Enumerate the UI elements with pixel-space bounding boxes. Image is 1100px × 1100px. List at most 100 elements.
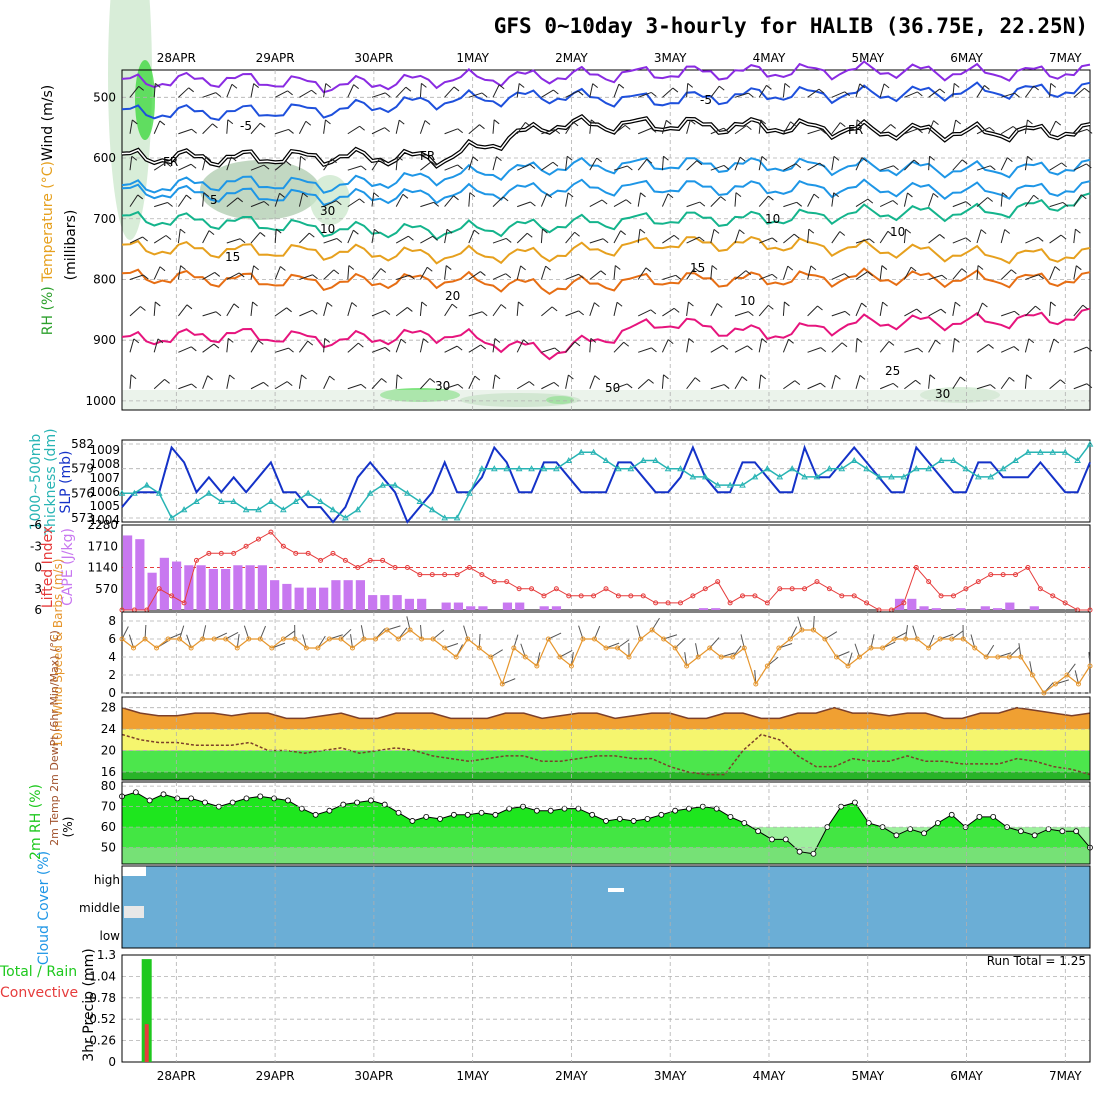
wind-barb-flag	[977, 265, 984, 270]
wind-barb-flag	[722, 344, 729, 350]
wind-barb-flag	[312, 274, 318, 280]
cape-bar	[478, 606, 488, 610]
wind-barb	[1073, 194, 1082, 207]
wind-barb	[855, 238, 870, 244]
wind-barb	[637, 229, 641, 244]
cape-bar	[502, 602, 513, 610]
wind-barb	[855, 375, 861, 389]
thickness-marker	[478, 465, 486, 472]
bottom-x-tick: 29APR	[256, 1069, 295, 1083]
wind-barb	[420, 161, 432, 171]
wind-barb-flag	[308, 232, 315, 238]
bottom-x-tick: 6MAY	[950, 1069, 983, 1083]
wind-barb-flag	[768, 195, 774, 201]
wind-barb	[226, 238, 241, 244]
wind-barb	[298, 156, 302, 171]
wind-barb-flag	[639, 228, 646, 234]
slp-line	[121, 444, 1091, 524]
wind-barb-flag	[253, 265, 259, 271]
wind-barb	[952, 268, 963, 280]
wind-barb-flag	[325, 83, 332, 88]
thickness-line	[122, 443, 1091, 519]
wind-barb-flag	[883, 83, 890, 89]
wind-barb-flag	[1014, 92, 1020, 98]
rh-marker	[755, 828, 762, 835]
wind-barb-flag	[813, 193, 820, 199]
wind-speed-marker	[764, 663, 770, 669]
wind-barb	[299, 274, 313, 280]
wind-barb-flag	[311, 89, 317, 95]
thickness-marker	[205, 489, 213, 496]
wind-barb	[589, 119, 592, 134]
wind-barb-flag	[819, 162, 825, 168]
wind-barb	[855, 338, 858, 353]
wind-barb	[928, 120, 934, 134]
wind-barb	[1024, 374, 1028, 389]
wind-barb	[710, 164, 725, 171]
wind-barb	[613, 302, 618, 317]
wind-barb-flag	[711, 265, 718, 270]
wind-barb-flag	[505, 273, 512, 279]
thickness-marker	[937, 456, 945, 463]
rh-marker	[727, 813, 734, 820]
rh-shading	[135, 60, 155, 140]
temp-band-yellow	[122, 729, 1090, 751]
cape-bar	[441, 602, 451, 610]
wind-barb	[153, 378, 165, 390]
thickness-marker	[217, 497, 225, 504]
slp-tick: 1005	[89, 499, 120, 513]
thickness-marker	[267, 497, 275, 504]
wind-barb-flag	[421, 82, 427, 88]
wind-barb	[734, 311, 749, 317]
wind-barb-flag	[275, 228, 282, 234]
wind-barb-flag	[1086, 346, 1093, 352]
wind-barb	[976, 85, 985, 98]
wind-barb-flag	[493, 119, 500, 125]
li-marker	[802, 586, 808, 592]
wind-barb	[638, 127, 652, 135]
wind-barb	[444, 229, 448, 244]
wind-barb	[1000, 126, 1014, 135]
li-marker	[566, 593, 572, 599]
thickness-marker	[528, 465, 535, 472]
wind-barb	[613, 341, 625, 353]
wind-barb	[1049, 162, 1062, 171]
wind-barb-flag	[456, 345, 463, 351]
wind-barb	[492, 374, 496, 389]
wind-barb-flag	[965, 201, 972, 207]
wind-barb	[202, 92, 216, 98]
wind-barb	[323, 269, 335, 280]
wind-barb-flag	[311, 309, 318, 315]
wind-barb-flag	[687, 82, 694, 88]
thickness-marker	[925, 465, 933, 472]
wind-barb-flag	[179, 228, 186, 234]
rh-panel: 80 70 60 50 (%)	[61, 779, 1093, 865]
wind-barb-flag	[400, 338, 407, 344]
wind-barb	[831, 192, 835, 207]
thickness-marker	[726, 481, 734, 488]
temp-band-green	[122, 750, 1090, 772]
cape-bar	[123, 535, 133, 610]
wind-barb-flag	[839, 122, 846, 127]
wind-barb	[202, 375, 209, 389]
cape-bar	[956, 608, 966, 610]
wind-speed-marker	[545, 636, 551, 642]
rh-marker	[160, 791, 167, 798]
thickness-marker	[999, 465, 1007, 472]
wind-barb-flag	[887, 230, 894, 236]
wind-barb-flag	[820, 129, 827, 134]
wind-barb-flag	[259, 122, 266, 128]
wind-barb-flag	[650, 127, 657, 133]
wind-barb-flag	[932, 193, 939, 198]
cape-bar	[392, 595, 402, 610]
wind-barb	[758, 338, 763, 353]
wind-barb	[178, 128, 192, 135]
wind-tick: 2	[108, 668, 116, 682]
li-marker	[789, 586, 795, 592]
wind-barb	[686, 236, 700, 244]
wind-barb-flag	[590, 119, 597, 125]
wind-barb	[976, 197, 988, 207]
wind-barb-flag	[869, 238, 875, 244]
wind-barb	[976, 127, 990, 135]
thickness-marker	[565, 456, 573, 463]
